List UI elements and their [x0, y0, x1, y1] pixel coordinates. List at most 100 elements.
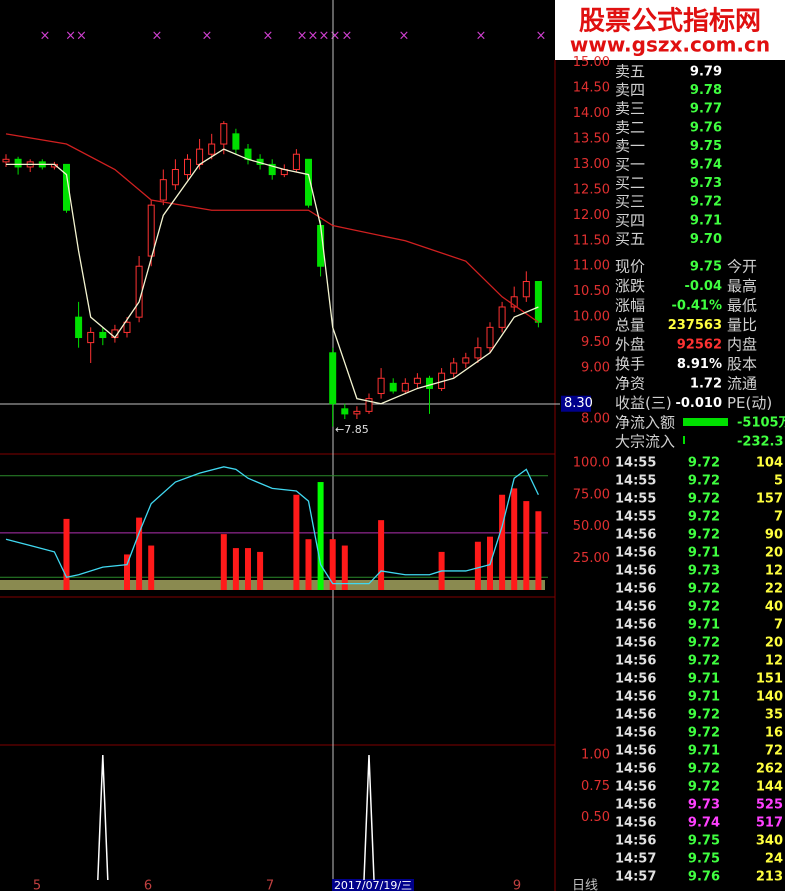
- date-label: 6: [144, 879, 152, 891]
- y-tick-label: 1.00: [581, 748, 610, 763]
- quote-label: 量比: [727, 316, 757, 334]
- book-price: 9.72: [690, 195, 722, 210]
- svg-text:×: ×: [342, 29, 353, 44]
- y-tick-label: 9.00: [581, 361, 610, 376]
- trade-time: 14:56: [615, 672, 656, 687]
- signal-spike: [97, 754, 109, 881]
- trade-time: 14:56: [615, 780, 656, 795]
- candle-body: [135, 265, 143, 318]
- flow-bar: [683, 436, 685, 444]
- candle-body: [353, 410, 361, 415]
- trade-price: 9.72: [688, 528, 720, 543]
- trade-volume: 5: [774, 474, 783, 489]
- candle-body: [474, 347, 482, 359]
- y-tick-label: 14.50: [573, 81, 610, 96]
- candle-body: [147, 204, 155, 257]
- bar: [523, 501, 530, 590]
- trade-volume: 35: [765, 708, 783, 723]
- signal-markers: × ×× × × × ××× × × × × ×: [40, 29, 547, 44]
- svg-text:×: ×: [152, 29, 163, 44]
- y-tick-label: 13.00: [573, 157, 610, 172]
- date-label: 9: [513, 879, 521, 891]
- trade-volume: 22: [765, 582, 783, 597]
- quote-label: 总量: [615, 316, 645, 334]
- book-label: 卖二: [615, 118, 645, 136]
- candle-body: [232, 133, 240, 150]
- trade-time: 14:56: [615, 600, 656, 615]
- trade-volume: 151: [756, 672, 783, 687]
- candle-body: [2, 158, 10, 163]
- trade-time: 14:56: [615, 582, 656, 597]
- quote-value: 92562: [677, 338, 722, 353]
- candle-body: [450, 362, 458, 374]
- trade-time: 14:56: [615, 798, 656, 813]
- book-label: 买五: [615, 230, 645, 248]
- candle-body: [268, 163, 276, 176]
- flow-value: -5105万: [737, 416, 785, 431]
- book-price: 9.79: [690, 65, 722, 80]
- trade-price: 9.72: [688, 636, 720, 651]
- signal-spike: [363, 754, 375, 881]
- candle-body: [426, 377, 433, 389]
- svg-text:×: ×: [202, 29, 213, 44]
- bar: [305, 539, 312, 590]
- candle-body: [14, 158, 22, 168]
- quote-label: 收益(三): [615, 394, 672, 412]
- svg-text:×: ×: [40, 29, 51, 44]
- y-tick-label: 25.00: [573, 551, 610, 566]
- bar: [511, 488, 518, 590]
- y-tick-label: 9.50: [581, 335, 610, 350]
- trade-time: 14:56: [615, 564, 656, 579]
- candle-body: [389, 382, 397, 392]
- trade-volume: 144: [756, 780, 783, 795]
- quote-value: 1.72: [690, 377, 722, 392]
- quote-value: -0.010: [675, 396, 722, 411]
- y-tick-label: 11.00: [573, 259, 610, 274]
- trade-volume: 262: [756, 762, 783, 777]
- trade-price: 9.75: [688, 852, 720, 867]
- line: [5, 466, 539, 585]
- trade-time: 14:55: [615, 510, 656, 525]
- candle-body: [486, 326, 494, 349]
- svg-text:××: ××: [65, 29, 87, 44]
- bar: [257, 551, 264, 590]
- book-price: 9.78: [690, 83, 722, 98]
- y-tick-label: 100.0: [573, 456, 610, 471]
- trade-price: 9.72: [688, 474, 720, 489]
- book-label: 买四: [615, 211, 645, 229]
- date-label: 7: [266, 879, 274, 891]
- trade-price: 9.71: [688, 546, 720, 561]
- low-label: ←7.85: [335, 423, 369, 436]
- bar: [317, 482, 324, 590]
- y-tick-label: 11.50: [573, 233, 610, 248]
- y-tick-label: 10.50: [573, 284, 610, 299]
- candle-body: [196, 148, 204, 165]
- candle-body: [159, 179, 167, 201]
- svg-text:×: ×: [536, 29, 547, 44]
- trade-volume: 7: [774, 618, 783, 633]
- trade-volume: 140: [756, 690, 783, 705]
- quote-value: 237563: [668, 318, 722, 333]
- date-label: 5: [33, 879, 41, 891]
- trade-volume: 340: [756, 834, 783, 849]
- candle-body: [292, 153, 300, 170]
- trade-price: 9.71: [688, 618, 720, 633]
- quote-label: 现价: [615, 258, 645, 276]
- book-label: 买三: [615, 193, 645, 211]
- candle-body: [184, 158, 191, 176]
- trade-volume: 213: [756, 870, 783, 885]
- quote-label: 流通: [727, 375, 757, 393]
- candle-body: [498, 306, 506, 328]
- candle-body: [63, 163, 70, 211]
- trade-time: 14:56: [615, 654, 656, 669]
- bar: [232, 548, 239, 590]
- trade-volume: 12: [765, 654, 783, 669]
- candle-body: [99, 331, 107, 339]
- candle-body: [534, 281, 542, 323]
- bar: [499, 494, 506, 590]
- trade-time: 14:56: [615, 618, 656, 633]
- bar: [378, 520, 385, 590]
- book-price: 9.76: [690, 120, 722, 135]
- flow-label: 净流入额: [615, 414, 675, 432]
